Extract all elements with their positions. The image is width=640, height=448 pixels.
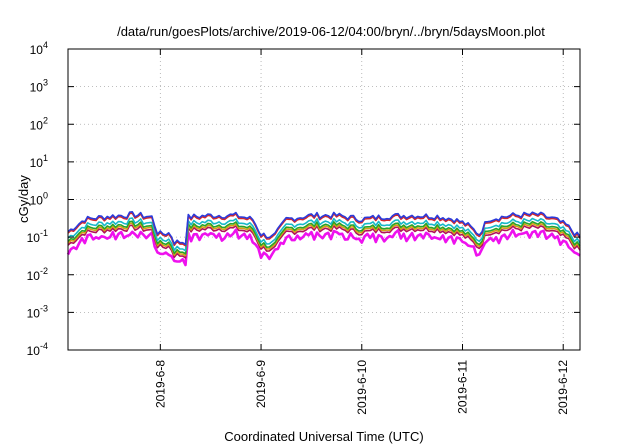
y-tick-label: 102 bbox=[30, 115, 48, 132]
y-tick-label: 100 bbox=[30, 191, 48, 208]
y-tick-group: 10-4 10-3 10-2 10-1 100 101 102 103 104 bbox=[27, 40, 580, 358]
series-line-3 bbox=[67, 217, 581, 252]
x-tick-label: 2019-6-10 bbox=[355, 360, 369, 415]
y-tick-label: 10-2 bbox=[27, 266, 48, 283]
y-tick-label: 10-4 bbox=[27, 341, 48, 358]
x-tick-label: 2019-6-9 bbox=[254, 360, 268, 408]
series-group bbox=[66, 211, 581, 267]
x-tick-label: 2019-6-12 bbox=[556, 360, 570, 415]
y-tick-label: 103 bbox=[30, 78, 48, 95]
x-tick-group: 2019-6-8 2019-6-9 2019-6-10 2019-6-11 2019-6… bbox=[153, 49, 570, 415]
y-tick-label: 104 bbox=[30, 40, 48, 57]
series-line-4 bbox=[67, 220, 581, 255]
series-line-7 bbox=[66, 228, 581, 267]
y-tick-label: 10-3 bbox=[27, 303, 48, 320]
x-tick-label: 2019-6-8 bbox=[153, 360, 167, 408]
x-tick-label: 2019-6-11 bbox=[455, 360, 469, 414]
series-line-1 bbox=[67, 211, 581, 246]
grid bbox=[68, 49, 580, 350]
y-tick-label: 101 bbox=[30, 153, 48, 170]
x-axis-label: Coordinated Universal Time (UTC) bbox=[224, 429, 423, 444]
chart-title: /data/run/goesPlots/archive/2019-06-12/0… bbox=[117, 24, 545, 39]
series-line-6 bbox=[67, 224, 581, 259]
y-tick-label: 10-1 bbox=[27, 228, 48, 245]
y-axis-label: cGy/day bbox=[16, 175, 31, 223]
